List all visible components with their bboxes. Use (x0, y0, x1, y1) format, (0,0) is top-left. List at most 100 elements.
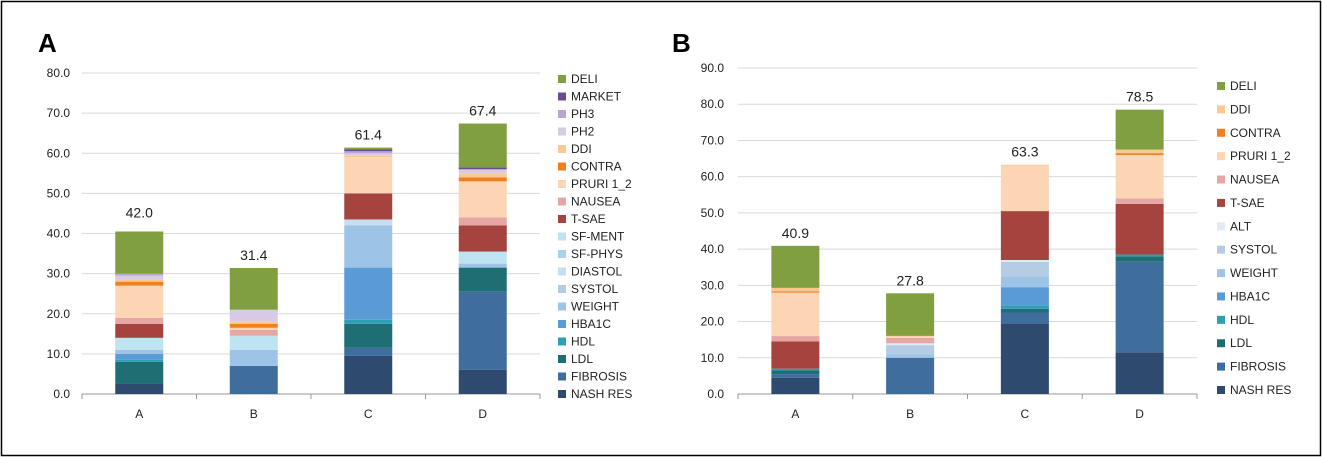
bar-segment (1115, 109, 1164, 150)
bar-segment (771, 374, 820, 378)
x-tick-label: B (250, 407, 258, 421)
bar-segment (229, 365, 278, 394)
legend-swatch (1217, 105, 1225, 114)
legend-label: NASH RES (571, 387, 632, 401)
bar-segment (115, 359, 164, 362)
bar-segment (771, 291, 820, 293)
legend-label: HBA1C (1230, 289, 1270, 303)
legend-label: DIASTOL (571, 265, 622, 279)
y-tick-label: 60.0 (701, 170, 725, 184)
bar-segment (115, 361, 164, 384)
bar-total-label: 42.0 (126, 204, 153, 220)
legend-label: HDL (571, 335, 595, 349)
y-tick-label: 10.0 (701, 351, 725, 365)
legend-swatch (558, 302, 566, 311)
bar-segment (458, 177, 507, 182)
legend-label: LDL (1230, 336, 1252, 350)
legend-label: NAUSEA (1230, 173, 1279, 187)
bar-segment (344, 147, 393, 150)
legend-label: DDI (571, 142, 592, 156)
legend-swatch (558, 232, 566, 241)
bar-segment (115, 231, 164, 274)
legend-label: SYSTOL (1230, 243, 1277, 257)
bar-segment (458, 263, 507, 268)
y-tick-label: 50.0 (701, 206, 725, 220)
legend-swatch (1217, 362, 1225, 371)
chart-panel-a: A 0.0 10.0 20.0 30.0 40.0 50.0 60.0 70.0 80.0 A 42.… (38, 28, 632, 421)
legend-swatch (558, 355, 566, 363)
bar-segment (886, 354, 935, 358)
bar-segment (458, 369, 507, 394)
bar-segment (229, 349, 278, 366)
x-tick-label: A (135, 407, 143, 421)
legend-label: CONTRA (1230, 126, 1281, 140)
bar-segment (115, 323, 164, 338)
legend-label: MARKET (571, 90, 622, 104)
legend-swatch (558, 337, 566, 346)
legend-label: PH2 (571, 125, 595, 139)
bar-segment (1115, 154, 1164, 199)
bar-total-label: 78.5 (1126, 89, 1153, 105)
y-tick-label: 30.0 (701, 278, 725, 292)
bar-segment (229, 321, 278, 324)
bar-segment (1000, 211, 1049, 260)
bar-segment (1000, 276, 1049, 288)
legend-label: NASH RES (1230, 383, 1291, 397)
legend-label: SYSTOL (571, 282, 618, 296)
bar-segment (771, 377, 820, 394)
bar-segment (115, 273, 164, 276)
bar-segment (458, 291, 507, 370)
bar-segment (115, 317, 164, 324)
bar-segment (1115, 149, 1164, 154)
bar-total-label: 31.4 (240, 247, 267, 263)
bar-segment (458, 123, 507, 168)
bar-segment (1115, 198, 1164, 204)
bar-segment (1115, 352, 1164, 394)
legend-label: SF-MENT (571, 230, 625, 244)
legend-label: WEIGHT (571, 300, 620, 314)
bar-segment (115, 337, 164, 350)
legend-label: DELI (1230, 79, 1257, 93)
bar-segment (771, 370, 820, 375)
bar-segment (458, 173, 507, 178)
legend-label: WEIGHT (1230, 266, 1279, 280)
legend-label: LDL (571, 352, 593, 366)
legend-swatch (1217, 386, 1225, 394)
chart-panel-b: B 0.0 10.0 20.0 30.0 40.0 50.0 60.0 70.0 80.0 90.0… (672, 28, 1291, 421)
y-tick-label: 80.0 (47, 66, 71, 80)
bar-segment (1000, 305, 1049, 309)
bar-segment (115, 275, 164, 280)
y-tick-label: 20.0 (701, 315, 725, 329)
bar-segment (229, 268, 278, 310)
panel-label: A (38, 28, 57, 58)
legend-swatch (1217, 339, 1225, 348)
bar-total-label: 40.9 (782, 225, 809, 241)
legend-label: HDL (1230, 313, 1254, 327)
y-tick-label: 90.0 (701, 61, 725, 75)
bar-total-label: 27.8 (897, 272, 924, 288)
bar-segment (1000, 323, 1049, 394)
bar-segment (886, 357, 935, 394)
legend-swatch (1217, 128, 1225, 137)
legend-label: DDI (1230, 102, 1251, 116)
bar-segment (344, 323, 393, 348)
legend-label: FIBROSIS (1230, 360, 1286, 374)
legend-swatch (558, 180, 566, 188)
bar-segment (1000, 164, 1049, 166)
bar-segment (229, 335, 278, 350)
legend-swatch (558, 110, 566, 118)
bar-segment (771, 368, 820, 371)
bar-segment (344, 153, 393, 156)
legend-swatch (558, 92, 566, 101)
bar-segment (229, 327, 278, 330)
bar-segment (115, 281, 164, 286)
x-tick-label: D (1135, 407, 1144, 421)
bar-segment (886, 337, 935, 344)
bar-segment (229, 323, 278, 328)
legend-swatch (558, 320, 566, 328)
y-tick-label: 50.0 (47, 186, 71, 200)
bar-segment (344, 355, 393, 394)
bar-segment (1000, 259, 1049, 262)
x-tick-label: C (364, 407, 373, 421)
